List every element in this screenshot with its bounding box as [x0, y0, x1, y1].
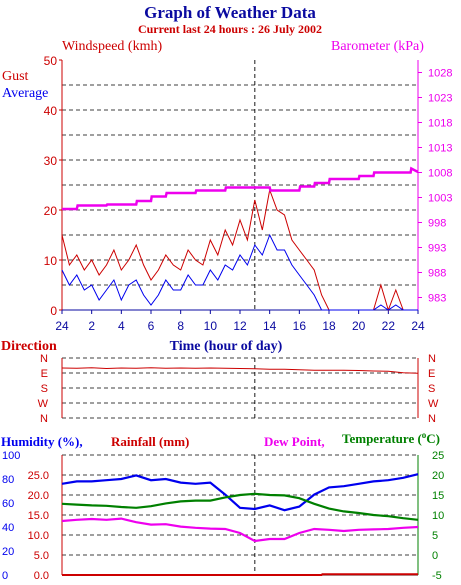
wind-y-tick-label: 10 — [44, 254, 58, 268]
direction-left-label: W — [38, 398, 49, 410]
barometer-tick-label: 1023 — [428, 93, 452, 105]
wind-x-tick-label: 20 — [352, 319, 366, 333]
series-temperature-line — [61, 492, 419, 521]
wind-x-tick-label: 12 — [233, 319, 247, 333]
temperature-tick-label: 10 — [432, 510, 444, 522]
temperature-title-text: Temperature ( — [342, 431, 422, 446]
wind-x-tick-label: 4 — [118, 319, 125, 333]
wind-y-tick-label: 30 — [44, 154, 58, 168]
barometer-tick-label: 998 — [428, 218, 446, 230]
rainfall-tick-label: 0.0 — [34, 570, 49, 582]
humidity-tick-label: 40 — [2, 522, 14, 534]
wind-x-tick-label: 6 — [148, 319, 155, 333]
direction-left-label: E — [41, 368, 48, 380]
wind-x-axis-title: Time (hour of day) — [170, 339, 283, 354]
direction-title: Direction — [1, 339, 57, 354]
humidity-tick-label: 20 — [2, 546, 14, 558]
wind-x-tick-label: 24 — [411, 319, 425, 333]
direction-panel: N NW WS SE EN N — [38, 353, 439, 425]
page-subtitle: Current last 24 hours : 26 July 2002 — [138, 22, 322, 36]
barometer-tick-label: 993 — [428, 243, 446, 255]
barometer-tick-label: 983 — [428, 293, 446, 305]
barometer-tick-label: 1018 — [428, 118, 452, 130]
rainfall-title: Rainfall (mm) — [111, 434, 189, 449]
direction-right-label: N — [428, 413, 436, 425]
wind-y-tick-label: 20 — [44, 204, 58, 218]
dewpoint-title: Dew Point, — [264, 434, 325, 449]
direction-right-label: S — [428, 383, 435, 395]
series-rainfall-mm-line — [62, 573, 418, 576]
humidity-tick-label: 80 — [2, 474, 14, 486]
rainfall-tick-label: 20.0 — [28, 490, 49, 502]
wind-x-tick-label: 10 — [204, 319, 218, 333]
direction-right-label: W — [428, 398, 439, 410]
windspeed-axis-title: Windspeed (kmh) — [62, 39, 162, 54]
temperature-title-unit: C) — [426, 431, 440, 446]
temperature-tick-label: 20 — [432, 470, 444, 482]
wind-x-tick-label: 24 — [55, 319, 69, 333]
barometer-tick-label: 988 — [428, 268, 446, 280]
wind-x-tick-label: 22 — [382, 319, 396, 333]
temperature-tick-label: 25 — [432, 450, 444, 462]
wind-y-tick-label: 50 — [44, 54, 58, 68]
barometer-tick-label: 1008 — [428, 168, 452, 180]
temperature-tick-label: 0 — [432, 550, 438, 562]
legend-gust: Gust — [2, 69, 29, 84]
humidity-panel: 0 20 40 60 80 100 0.0 5.0 10.0 15.0 20.0 25.0 -5 0 5 10… — [2, 450, 444, 582]
barometer-tick-label: 1028 — [428, 68, 452, 80]
temperature-title: Temperature (oC) — [342, 430, 440, 446]
rainfall-tick-label: 5.0 — [34, 550, 49, 562]
wind-x-tick-label: 16 — [293, 319, 307, 333]
wind-y-tick-label: 40 — [44, 104, 58, 118]
direction-left-label: N — [40, 353, 48, 365]
humidity-tick-label: 60 — [2, 498, 14, 510]
series-gust-line — [61, 188, 418, 312]
barometer-axis-title: Barometer (kPa) — [331, 39, 424, 54]
humidity-tick-label: 100 — [2, 450, 20, 462]
humidity-tick-label: 0 — [2, 570, 8, 582]
direction-right-label: N — [428, 353, 436, 365]
page-title: Graph of Weather Data — [144, 3, 316, 22]
wind-x-tick-label: 14 — [263, 319, 277, 333]
series-dew-point-line — [61, 517, 419, 543]
direction-right-label: E — [428, 368, 435, 380]
wind-x-tick-label: 18 — [322, 319, 336, 333]
temperature-tick-label: -5 — [432, 570, 442, 582]
direction-left-label: S — [41, 383, 48, 395]
temperature-tick-label: 15 — [432, 490, 444, 502]
rainfall-tick-label: 25.0 — [28, 470, 49, 482]
series-direction-line — [61, 367, 419, 374]
barometer-tick-label: 1003 — [428, 193, 452, 205]
rainfall-tick-label: 15.0 — [28, 510, 49, 522]
wind-x-tick-label: 2 — [88, 319, 95, 333]
wind-x-tick-label: 8 — [177, 319, 184, 333]
series-humidity-line — [61, 473, 419, 512]
series-average-line — [61, 233, 418, 311]
barometer-tick-label: 1013 — [428, 143, 452, 155]
series-barometer-line — [62, 166, 419, 211]
humidity-title: Humidity (%), — [1, 434, 83, 449]
wind-panel: 0102030405098398899399810031008101310181… — [44, 54, 453, 333]
degree-sign: o — [422, 430, 427, 440]
rainfall-tick-label: 10.0 — [28, 530, 49, 542]
temperature-tick-label: 5 — [432, 530, 438, 542]
wind-y-tick-label: 0 — [50, 304, 57, 318]
direction-left-label: N — [40, 413, 48, 425]
legend-average: Average — [2, 86, 48, 101]
